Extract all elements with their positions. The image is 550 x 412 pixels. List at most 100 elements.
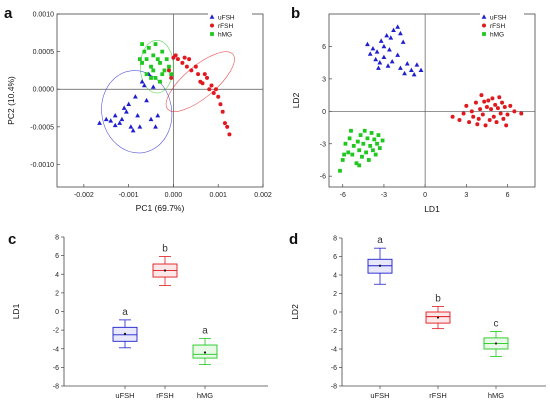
chart-c-significance-letter-rfsh: b <box>162 244 168 255</box>
chart-a-point-ufsh <box>112 122 118 128</box>
chart-b-point-ufsh <box>391 27 396 33</box>
chart-a-point-rfsh <box>211 90 216 95</box>
chart-a-point-rfsh <box>205 75 210 80</box>
chart-a-point-ufsh <box>121 105 127 110</box>
chart-b-point-hmg <box>361 141 366 146</box>
chart-b-point-hmg <box>365 136 370 141</box>
chart-b-point-ufsh <box>378 38 384 43</box>
chart-b-legend-label-ufsh: uFSH <box>490 14 507 21</box>
chart-b-point-ufsh <box>381 43 387 49</box>
chart-d-ytick-label: 2 <box>333 291 337 298</box>
chart-b-point-hmg <box>349 128 353 133</box>
chart-c-ytick-label: 4 <box>55 272 59 279</box>
chart-b-xlabel: LD1 <box>424 204 440 214</box>
chart-a-point-ufsh <box>135 112 141 118</box>
chart-b-point-hmg <box>380 138 385 143</box>
chart-b-xtick-label: 3 <box>464 192 468 199</box>
chart-a-point-hmg <box>151 68 156 73</box>
chart-a-point-rfsh <box>196 72 201 77</box>
chart-b-legend-marker-hmg <box>482 32 486 36</box>
chart-a-legend-label-rfsh: rFSH <box>218 23 233 30</box>
chart-b-legend-marker-ufsh <box>481 14 487 19</box>
chart-a-point-ufsh <box>124 109 129 114</box>
chart-d-ytick-label: 4 <box>333 273 337 280</box>
chart-c-ld1-boxplot: -8 -6 -4 -2 0 2 4 6 8 LD1 uFSH a rFSH b hMG a <box>11 235 268 400</box>
chart-b-point-ufsh <box>402 70 407 76</box>
chart-b-point-ufsh <box>377 60 383 65</box>
chart-c-category-label-hmg: hMG <box>197 391 213 400</box>
chart-b-ytick-label: -6 <box>320 174 326 181</box>
chart-a-point-ufsh <box>119 116 125 122</box>
chart-b-point-rfsh <box>461 111 466 116</box>
chart-d-category-label-ufsh: uFSH <box>370 391 389 400</box>
chart-d-ld2-boxplot: -8 -6 -4 -2 0 2 4 6 8 LD2 uFSH a rFSH b hMG c <box>290 235 546 400</box>
chart-b-point-rfsh <box>504 123 509 128</box>
chart-b-point-ufsh <box>418 67 424 73</box>
chart-d-significance-letter-ufsh: a <box>377 235 383 246</box>
chart-a-point-rfsh <box>222 121 227 126</box>
chart-b-point-ufsh <box>395 52 401 57</box>
chart-a-point-ufsh <box>153 124 158 129</box>
chart-a-confidence-ellipse-ufsh <box>101 70 173 154</box>
chart-b-point-hmg <box>340 158 345 162</box>
chart-b-point-hmg <box>351 144 356 148</box>
chart-a-point-hmg <box>146 45 151 50</box>
chart-d-mean-hmg <box>494 342 498 345</box>
chart-b-point-rfsh <box>498 111 503 116</box>
chart-b-point-hmg <box>354 161 359 166</box>
chart-a-point-hmg <box>169 72 174 77</box>
chart-b-point-rfsh <box>450 114 455 119</box>
chart-a-point-hmg <box>153 42 158 46</box>
chart-a-point-rfsh <box>225 124 230 129</box>
chart-b-point-hmg <box>357 148 362 153</box>
chart-a-point-ufsh <box>126 101 132 107</box>
chart-a-point-hmg <box>167 64 171 69</box>
chart-a-point-hmg <box>160 72 165 77</box>
chart-a-point-rfsh <box>180 60 185 65</box>
chart-b-point-ufsh <box>384 33 390 38</box>
chart-b-legend-label-rfsh: rFSH <box>490 23 505 30</box>
chart-a-point-hmg <box>140 60 144 65</box>
chart-a-point-hmg <box>137 57 142 62</box>
chart-c-category-label-ufsh: uFSH <box>115 391 134 400</box>
chart-b-point-rfsh <box>497 95 502 100</box>
chart-a-point-rfsh <box>169 75 174 80</box>
chart-b-point-hmg <box>342 152 347 157</box>
chart-a-legend-marker-rfsh <box>210 23 214 28</box>
chart-d-ytick-label: -2 <box>331 328 337 335</box>
chart-c-ylabel: LD1 <box>11 303 21 319</box>
chart-c-mean-hmg <box>203 351 207 354</box>
chart-d-significance-letter-rfsh: b <box>435 293 441 304</box>
chart-c-mean-ufsh <box>123 332 127 335</box>
chart-c-ytick-label: -8 <box>53 384 59 391</box>
chart-b-point-rfsh <box>484 104 489 109</box>
chart-b-point-rfsh <box>467 120 472 125</box>
chart-d-category-label-hmg: hMG <box>488 391 504 400</box>
chart-b-point-hmg <box>372 137 377 142</box>
chart-a-ytick-label: 0.0000 <box>33 87 55 94</box>
chart-a-legend-bg <box>208 12 252 41</box>
chart-d-ytick-label: 6 <box>333 254 337 261</box>
chart-b-point-ufsh <box>389 58 395 64</box>
chart-b-point-ufsh <box>387 47 392 52</box>
chart-a-point-hmg <box>153 76 158 80</box>
chart-b-point-ufsh <box>409 67 414 73</box>
chart-d-mean-ufsh <box>378 264 382 267</box>
chart-a-point-hmg <box>144 57 149 62</box>
chart-b-point-rfsh <box>512 109 517 114</box>
chart-b-point-rfsh <box>495 106 500 111</box>
chart-b-point-rfsh <box>501 116 506 121</box>
chart-b-point-rfsh <box>491 114 496 119</box>
chart-b-legend-bg <box>480 12 524 41</box>
chart-b-point-ufsh <box>365 41 370 47</box>
chart-b-ytick-label: -3 <box>320 141 326 148</box>
chart-b-point-ufsh <box>400 39 406 44</box>
chart-b-ylabel: LD2 <box>291 92 301 108</box>
chart-b-point-rfsh <box>519 111 524 116</box>
chart-b-point-rfsh <box>469 109 474 114</box>
chart-a-point-hmg <box>162 68 167 73</box>
chart-a-point-ufsh <box>112 112 118 118</box>
